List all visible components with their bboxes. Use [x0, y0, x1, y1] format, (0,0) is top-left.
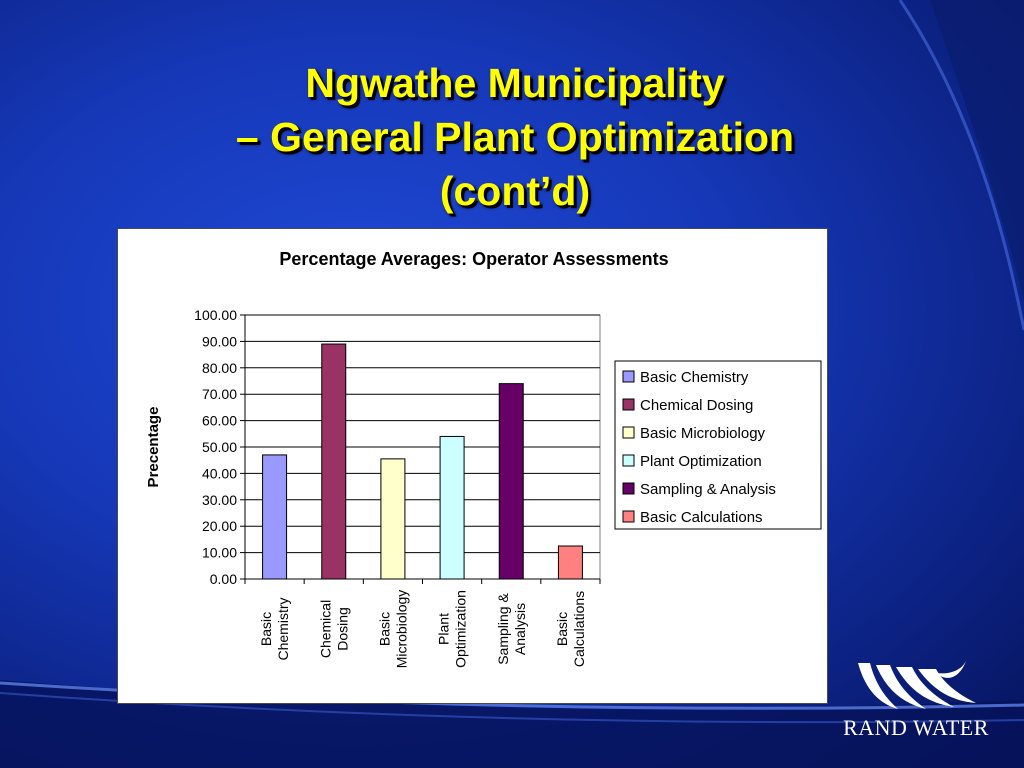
chart-title: Percentage Averages: Operator Assessment… [279, 249, 668, 269]
legend-swatch [622, 482, 635, 495]
y-tick-label: 40.00 [202, 465, 237, 481]
legend-swatch [622, 426, 635, 439]
y-tick-label: 50.00 [202, 439, 237, 455]
slide-title: Ngwathe Municipality – General Plant Opt… [120, 56, 910, 218]
chart-panel: Percentage Averages: Operator Assessment… [117, 228, 828, 704]
y-tick-label: 10.00 [202, 545, 237, 561]
legend-swatch [622, 398, 635, 411]
x-category-label: BasicMicrobiology [376, 590, 409, 669]
wave-logo-icon [858, 661, 976, 709]
logo-text: RAND WATER [843, 715, 989, 740]
bar-5 [498, 383, 524, 580]
bar-3 [380, 458, 406, 580]
y-tick-label: 60.00 [202, 413, 237, 429]
legend-label: Sampling & Analysis [640, 481, 776, 498]
y-tick-label: 90.00 [202, 333, 237, 349]
bar-4 [439, 435, 465, 580]
bar-chart: Percentage Averages: Operator Assessment… [145, 249, 822, 669]
legend-box [614, 360, 822, 530]
legend-swatch [622, 454, 635, 467]
bar-2 [321, 343, 347, 580]
legend-label: Basic Microbiology [640, 425, 766, 442]
x-category-label: BasicCalculations [554, 591, 587, 667]
x-category-label: ChemicalDosing [317, 600, 350, 658]
title-line-1: Ngwathe Municipality [305, 60, 725, 106]
legend-label: Basic Calculations [640, 509, 763, 526]
bar-6 [557, 545, 583, 580]
y-tick-label: 30.00 [202, 492, 237, 508]
legend-label: Chemical Dosing [640, 397, 753, 414]
y-tick-label: 80.00 [202, 360, 237, 376]
y-tick-label: 100.00 [194, 307, 237, 323]
legend-swatch [622, 510, 635, 523]
legend-swatch [622, 370, 635, 383]
title-line-2: – General Plant Optimization [235, 114, 795, 160]
rand-water-logo: RAND WATER [836, 655, 996, 750]
legend-label: Plant Optimization [640, 453, 762, 470]
y-tick-label: 70.00 [202, 386, 237, 402]
legend-label: Basic Chemistry [640, 369, 749, 386]
title-line-3: (cont’d) [439, 168, 591, 214]
y-tick-label: 20.00 [202, 518, 237, 534]
y-tick-label: 0.00 [210, 571, 237, 587]
bar-1 [262, 454, 288, 580]
x-category-label: PlantOptimization [436, 590, 469, 668]
x-category-label: BasicChemistry [258, 597, 291, 660]
x-category-label: Sampling &Analysis [495, 593, 528, 665]
y-axis-label: Precentage [145, 407, 162, 488]
